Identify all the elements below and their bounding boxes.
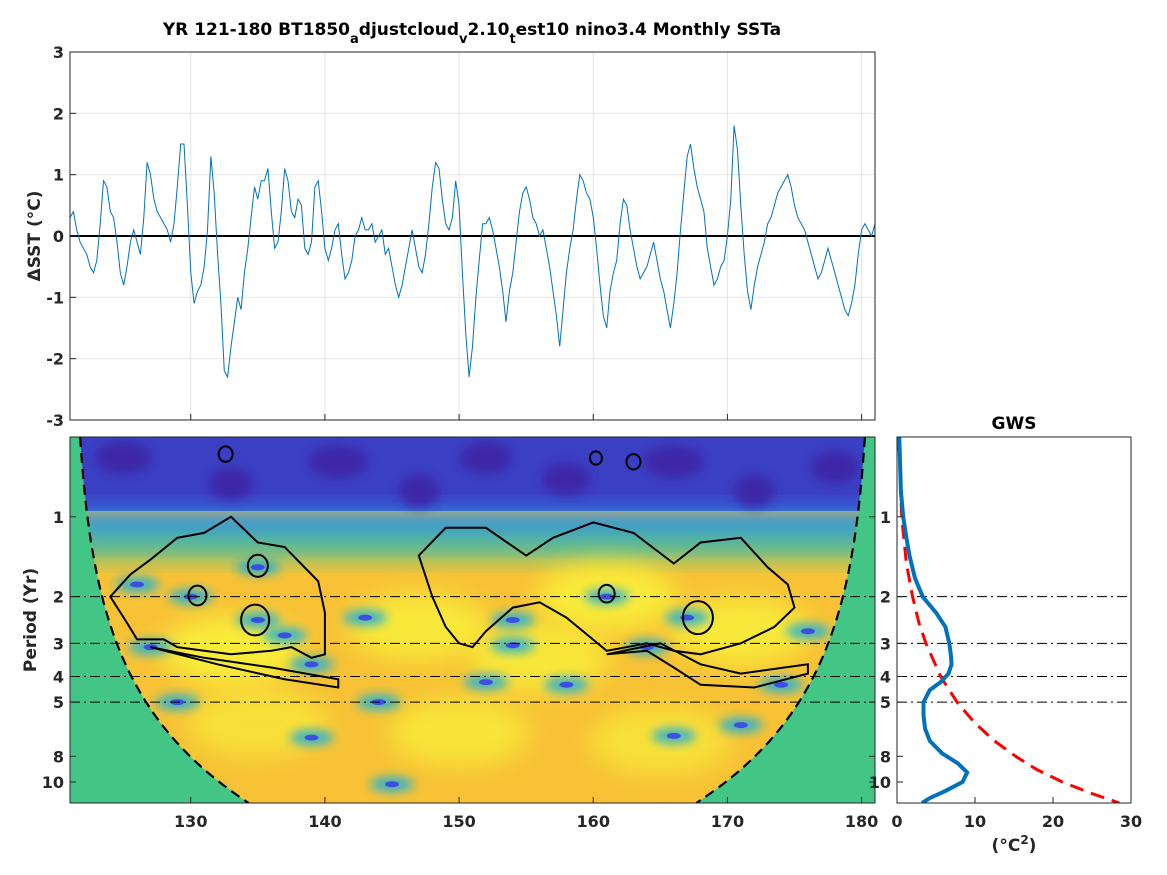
y-tick-label: -3 [46, 411, 64, 430]
significance-contour [109, 515, 326, 659]
y-tick-label: 10 [869, 773, 891, 792]
y-tick-label: 10 [42, 773, 64, 792]
low-power-patch [459, 441, 512, 474]
y-tick-label: 0 [53, 227, 64, 246]
gws-power-line [897, 437, 970, 803]
y-tick-label: 1 [53, 508, 64, 527]
low-power-patch [398, 475, 439, 508]
x-tick-label: 150 [442, 812, 475, 831]
gws-period-lines [897, 596, 1131, 703]
wavelet-y-ticks: 1 2 3 4 5 8 10 [42, 508, 875, 792]
wavelet-period-lines [70, 596, 875, 703]
significance-contour [417, 521, 796, 656]
power-hotspot [187, 689, 328, 758]
x-tick-label: 160 [577, 812, 610, 831]
power-dip-core [130, 581, 145, 588]
significance-contour [681, 600, 714, 636]
x-tick-label: 180 [845, 812, 878, 831]
wavelet-y-label: Period (Yr) [21, 568, 41, 672]
power-dip-core [774, 681, 789, 688]
power-dip-core [666, 732, 681, 739]
significance-contour [588, 450, 603, 466]
x-tick-label: 30 [1120, 812, 1142, 831]
significance-contour [625, 453, 642, 471]
low-power-patch [810, 451, 859, 484]
power-dip-core [277, 632, 292, 639]
y-tick-label: 4 [53, 667, 64, 686]
power-dip-core [250, 617, 265, 624]
y-tick-label: 4 [880, 667, 891, 686]
wavelet-panel: 1 2 3 4 5 8 10 130 140 150 160 170 180 Period (Yr) [21, 436, 878, 831]
power-dip-core [385, 781, 399, 788]
low-power-patch [95, 441, 152, 474]
low-power-patch [209, 467, 253, 500]
x-tick-label: 140 [308, 812, 341, 831]
y-tick-label: 5 [53, 693, 64, 712]
x-tick-label: 0 [891, 812, 902, 831]
gws-x-label: (°C2) [992, 833, 1037, 856]
power-hotspot [161, 616, 301, 685]
gws-panel: 1 2 3 4 5 8 10 0 10 20 30 GWS (°C2) [869, 414, 1142, 856]
timeseries-y-ticks: 3 2 1 0 -1 -2 -3 [46, 43, 76, 430]
y-tick-label: 5 [880, 693, 891, 712]
significance-contour [606, 642, 809, 689]
cone-of-influence [70, 437, 875, 803]
y-tick-label: -1 [46, 288, 64, 307]
chart-title: YR 121-180 BT1850adjustcloudv2.10test10 … [162, 20, 781, 47]
power-hotspot [389, 698, 530, 767]
y-tick-label: 2 [53, 104, 64, 123]
y-tick-label: 1 [53, 166, 64, 185]
significance-contour [597, 583, 616, 604]
significance-contour [246, 553, 269, 578]
y-tick-label: 2 [53, 588, 64, 607]
y-tick-label: 2 [880, 588, 891, 607]
significance-contour [150, 646, 340, 689]
y-tick-label: 8 [880, 747, 891, 766]
x-tick-label: 10 [964, 812, 986, 831]
significance-contours [109, 445, 809, 689]
y-tick-label: 3 [880, 634, 891, 653]
y-tick-label: 8 [53, 747, 64, 766]
power-dip-core [559, 681, 574, 688]
significance-contour [217, 445, 234, 463]
power-dip-core [505, 617, 520, 624]
y-tick-label: 3 [53, 634, 64, 653]
wavelet-x-ticks: 130 140 150 160 170 180 [174, 797, 878, 831]
gws-x-ticks: 0 10 20 30 [891, 797, 1142, 831]
gws-y-ticks: 1 2 3 4 5 8 10 [869, 508, 903, 792]
low-power-patch [643, 445, 704, 478]
power-dip-core [599, 593, 614, 600]
sst-anomaly-line [70, 125, 875, 379]
power-dip-core [304, 734, 319, 741]
power-dip-core [800, 628, 815, 635]
gws-significance-line [897, 437, 1120, 803]
y-tick-label: -2 [46, 350, 64, 369]
power-dip-core [478, 679, 493, 686]
x-tick-label: 20 [1042, 812, 1064, 831]
low-power-patch [734, 475, 775, 508]
significance-contour [187, 584, 208, 607]
cone-of-influence-edge [79, 437, 866, 803]
power-dip-core [304, 661, 319, 668]
significance-contour [240, 603, 271, 637]
x-tick-label: 130 [174, 812, 207, 831]
power-dip-core [358, 614, 373, 621]
timeseries-x-ticks [190, 414, 863, 420]
transition-band [70, 532, 875, 560]
timeseries-panel: 3 2 1 0 -1 -2 -3 ΔSST (°C) [25, 43, 876, 430]
x-tick-label: 170 [711, 812, 744, 831]
gws-title: GWS [992, 414, 1037, 434]
y-tick-label: 3 [53, 43, 64, 62]
low-power-patch [308, 445, 369, 478]
y-tick-label: 1 [880, 508, 891, 527]
timeseries-y-label: ΔSST (°C) [25, 191, 45, 282]
power-dip-core [733, 722, 748, 729]
power-hotspot [348, 592, 489, 661]
power-dip-core [250, 564, 265, 571]
low-power-patch [542, 462, 591, 495]
